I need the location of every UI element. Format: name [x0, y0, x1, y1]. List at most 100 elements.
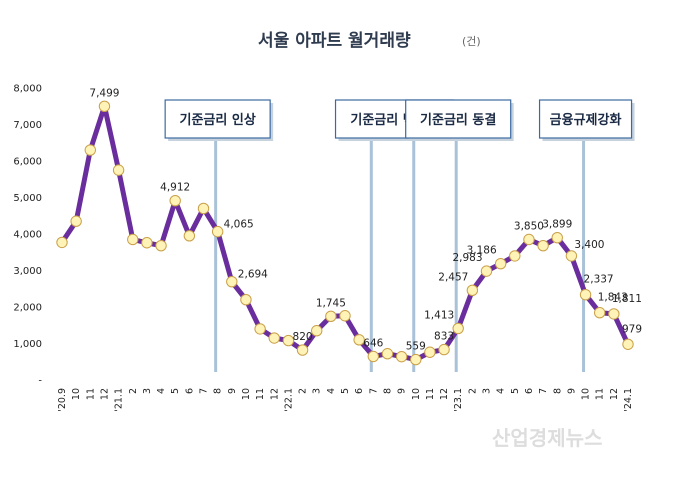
y-tick-label: 1,000 [13, 339, 42, 350]
y-tick-label: 5,000 [13, 193, 42, 204]
data-point [480, 265, 493, 277]
annotation-label: 기준금리 동결 [420, 112, 496, 128]
x-tick-label: 4 [496, 388, 507, 394]
data-label: 2,457 [438, 271, 468, 283]
annotation-loan-tightening: 금융규제강화 [538, 99, 635, 141]
data-point [523, 233, 535, 246]
y-tick-label: 2,000 [13, 303, 42, 314]
annotation-rate-hike: 기준금리 인상 [164, 99, 274, 141]
annotation-box [164, 99, 271, 139]
data-label: 820 [293, 331, 313, 343]
y-tick-label: 8,000 [13, 84, 42, 95]
data-point [226, 275, 238, 288]
x-axis: '20.9 10 11 12'21.1 2 3 4 5 6 7 8 9 10 11 12'22.1 2 3 4 5 6… [57, 388, 634, 412]
data-point [240, 294, 252, 306]
data-point [155, 239, 167, 252]
x-tick-label: 11 [255, 388, 266, 400]
data-point [410, 353, 422, 366]
data-point [622, 338, 634, 350]
data-label: 2,337 [584, 274, 614, 286]
watermark: 산업경제뉴스 [492, 426, 602, 450]
data-point [565, 250, 578, 262]
chart-title: 서울 아파트 월거래량 [258, 31, 411, 51]
x-tick-label: '20.9 [57, 388, 68, 412]
x-tick-label: 7 [199, 388, 210, 394]
data-point [339, 310, 351, 322]
y-tick-label: 4,000 [13, 230, 42, 241]
data-points [56, 100, 634, 366]
x-tick-label: 2 [298, 388, 309, 394]
x-tick-label: 11 [85, 388, 96, 400]
x-tick-label: 11 [595, 388, 606, 400]
data-point [424, 346, 436, 358]
data-point [183, 230, 196, 242]
x-tick-label: 5 [510, 388, 521, 394]
data-label: 1,413 [424, 309, 454, 321]
data-point [579, 288, 592, 301]
x-tick-label: 7 [368, 388, 379, 394]
data-labels: 7,499 4,912 4,065 2,694 820 1,745 646 559 833 1,4… [89, 87, 642, 352]
data-point [494, 258, 507, 270]
data-point [608, 308, 620, 320]
data-label: 7,499 [89, 87, 119, 99]
data-label: 3,850 [514, 220, 544, 232]
data-point [381, 348, 394, 360]
x-tick-label: 2 [467, 388, 478, 394]
data-point [84, 144, 97, 156]
data-label: 4,065 [224, 219, 254, 231]
x-tick-label: 10 [241, 388, 252, 400]
x-tick-label: '24.1 [623, 388, 634, 412]
x-tick-label: 11 [425, 388, 436, 400]
y-tick-label: - [38, 376, 42, 387]
data-point [509, 250, 521, 262]
data-label: 1,843 [598, 292, 628, 304]
data-point [325, 310, 337, 323]
x-tick-label: '22.1 [283, 388, 294, 412]
x-tick-label: 3 [312, 388, 323, 394]
data-label: 3,400 [574, 239, 604, 251]
x-tick-label: 9 [227, 388, 238, 394]
data-point [56, 236, 68, 249]
data-label: 1,745 [316, 297, 346, 309]
x-tick-label: '21.1 [114, 388, 125, 412]
data-point [311, 325, 323, 337]
annotation-label: 기준금리 인상 [180, 112, 256, 128]
data-label: 1,811 [612, 293, 642, 305]
data-point [438, 343, 450, 356]
x-tick-label: 10 [581, 388, 592, 400]
x-tick-label: 12 [99, 388, 110, 400]
data-point [353, 334, 365, 346]
x-tick-label: 4 [156, 388, 167, 394]
data-label: 2,694 [238, 269, 268, 281]
data-point [141, 237, 153, 249]
data-point [551, 231, 563, 244]
data-point [367, 350, 379, 363]
x-tick-label: 2 [128, 388, 139, 394]
data-point [296, 344, 309, 356]
annotation-rate-freeze: 기준금리 동결 [405, 99, 514, 141]
data-label: 833 [434, 331, 454, 343]
y-tick-label: 6,000 [13, 157, 42, 168]
data-point [537, 239, 549, 252]
x-tick-label: 10 [411, 388, 422, 400]
x-tick-label: 6 [354, 388, 365, 394]
data-label: 4,912 [160, 182, 190, 194]
data-point [197, 202, 210, 215]
chart-unit: (건) [462, 35, 481, 48]
x-tick-label: 12 [609, 388, 620, 400]
data-point [169, 195, 181, 207]
data-label: 646 [363, 337, 383, 349]
x-tick-label: 7 [538, 388, 549, 394]
data-label: 3,186 [467, 245, 497, 257]
data-point [70, 215, 82, 227]
data-point [127, 233, 139, 246]
x-tick-label: 5 [340, 388, 351, 394]
data-point [395, 350, 408, 363]
x-tick-label: 3 [482, 388, 493, 394]
x-tick-label: 6 [184, 388, 195, 394]
annotation-box [538, 99, 633, 139]
y-tick-label: 3,000 [13, 266, 42, 277]
data-point [98, 100, 111, 112]
